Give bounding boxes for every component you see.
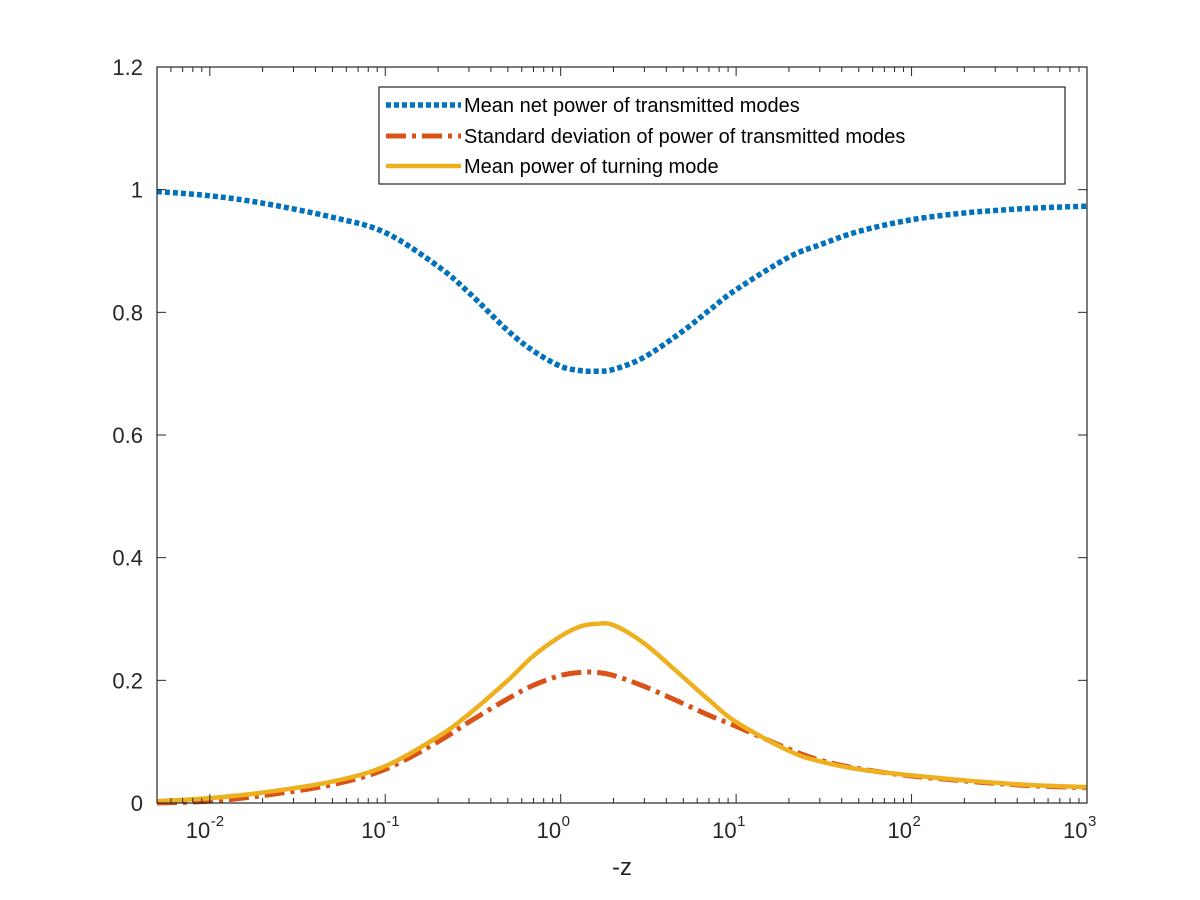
x-tick-label-base: 10	[1063, 818, 1087, 843]
x-tick-label-base: 10	[361, 818, 385, 843]
x-tick-label: 10 1	[712, 813, 745, 843]
x-tick-label: 10 0	[537, 813, 570, 843]
y-tick-label: 0.2	[112, 668, 143, 693]
x-tick-label-exponent: -1	[386, 813, 399, 830]
legend-box	[378, 86, 1066, 185]
x-tick-label-base: 10	[712, 818, 736, 843]
x-tick-label-base: 10	[186, 818, 210, 843]
y-tick-label: 0.8	[112, 300, 143, 325]
x-tick-label: 10 -2	[186, 813, 224, 843]
series-line-1	[156, 188, 1088, 375]
x-tick-label-exponent: -2	[211, 813, 224, 830]
series-layer	[156, 188, 1088, 806]
x-tick-label-base: 10	[537, 818, 561, 843]
x-axis-label: -z	[612, 854, 632, 881]
y-tick-label: 0.4	[112, 546, 143, 571]
x-tick-label-exponent: 1	[737, 813, 745, 830]
x-tick-label: 10 -1	[361, 813, 399, 843]
legend-label-mean-net-power: Mean net power of transmitted modes	[464, 95, 800, 117]
x-tick-label-base: 10	[888, 818, 912, 843]
y-tick-label: 1	[131, 178, 143, 203]
x-tick-label-exponent: 0	[562, 813, 570, 830]
y-tick-label: 0.6	[112, 423, 143, 448]
x-tick-label-exponent: 2	[913, 813, 921, 830]
y-tick-labels: 0 0.2 0.4 0.6 0.8 1 1.2	[112, 55, 143, 816]
legend-label-turning-mode: Mean power of turning mode	[464, 156, 719, 178]
x-tick-label-exponent: 3	[1088, 813, 1096, 830]
x-tick-label: 10 2	[888, 813, 921, 843]
legend-label-std-deviation: Standard deviation of power of transmitt…	[464, 126, 905, 148]
ticks-layer	[156, 66, 1088, 804]
x-tick-label: 10 3	[1063, 813, 1096, 843]
y-tick-label: 0	[131, 791, 143, 816]
plot-frame	[156, 66, 1088, 804]
x-tick-labels: 10 -2 10 -1 10 0 10 1 10 2 10 3	[186, 813, 1097, 843]
y-tick-label: 1.2	[112, 55, 143, 80]
legend: Mean net power of transmitted modes Stan…	[378, 86, 1066, 185]
series-line-3	[156, 620, 1088, 804]
